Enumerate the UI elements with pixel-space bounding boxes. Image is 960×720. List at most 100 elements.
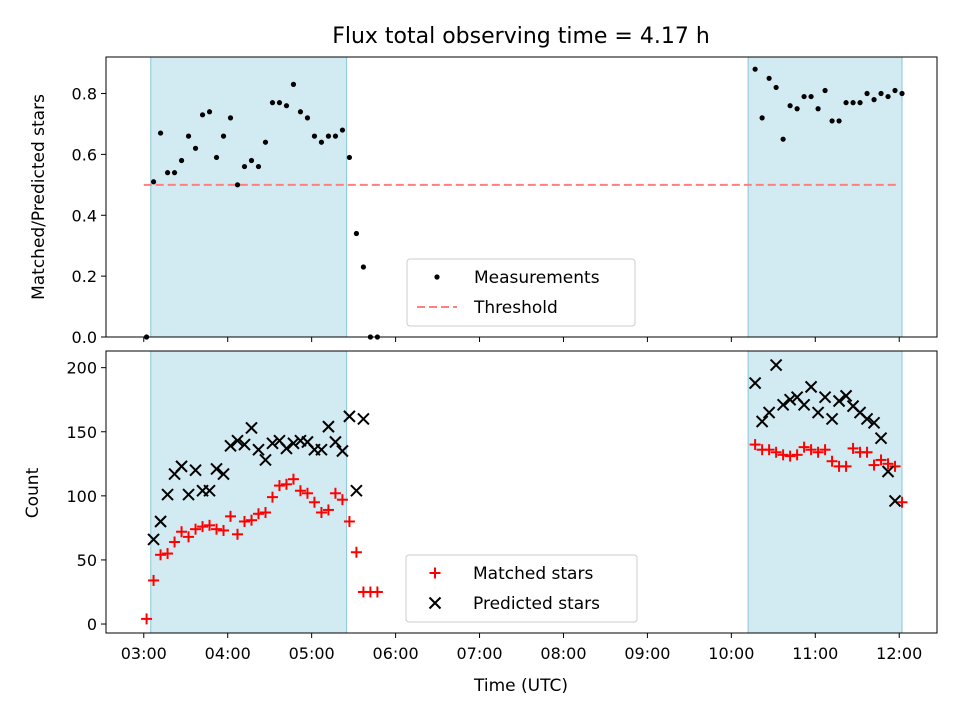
measurement-point [794,106,800,112]
x-tick-label: 05:00 [289,644,335,663]
measurement-point [787,103,793,109]
measurement-point [248,157,255,164]
predicted-star-point [343,410,356,423]
cross-stroke [147,533,160,546]
measurement-point [892,87,898,94]
y-tick-label: 0.4 [72,206,97,225]
cross-stroke [797,398,811,412]
top-y-ticks: 0.0 0.2 0.4 0.6 0.8 [72,85,106,347]
matched-star-point [812,446,824,458]
measurement-point [325,133,332,139]
predicted-star-point [245,421,258,435]
cross-stroke [182,488,195,501]
legend-box [405,554,638,623]
cross-stroke [832,394,846,408]
matched-star-point [350,546,362,558]
observing-window [150,56,348,338]
cross-stroke [343,410,356,423]
y-tick-label: 0.0 [72,328,97,347]
measurement-point [780,136,786,142]
predicted-star-point [182,488,195,501]
predicted-star-point [874,431,888,445]
matched-star-point [259,507,271,519]
cross-stroke [748,376,762,390]
legend-label-matched: Matched stars [473,564,593,584]
cross-stroke [867,416,881,429]
cross-stroke [874,431,888,445]
measurement-point [836,118,842,124]
measurement-point [843,100,849,106]
y-tick-label: 0.8 [72,85,97,104]
measurement-point [234,182,241,188]
measurement-point [871,97,877,103]
predicted-star-point [755,415,769,428]
matched-star-point [301,487,313,499]
cross-stroke [839,389,853,403]
cross-stroke [755,415,769,428]
predicted-star-point [329,435,342,449]
measurement-point [899,90,905,97]
legend-label-predicted: Predicted stars [473,594,600,614]
measurement-point [290,81,297,87]
x-tick-label: 08:00 [540,644,586,663]
y-tick-label: 0.2 [72,267,97,286]
measurement-point [885,93,891,100]
matched-star-point [882,458,894,470]
cross-stroke [357,412,370,426]
x-axis-label: Time (UTC) [473,676,568,696]
matched-star-point [847,442,859,454]
matched-star-point [169,536,181,548]
measurement-point [815,106,821,112]
cross-stroke [210,462,223,476]
measurement-point [801,93,807,100]
observing-window [150,350,348,634]
predicted-star-point [762,406,776,419]
measurement-point [822,87,828,94]
predicted-star-point [259,453,272,467]
predicted-star-point [147,533,160,546]
bottom-panel: 0 50 100 150 200 03:00 04:00 05:00 06:00 07:00 08… [23,350,938,696]
x-tick-label: 04:00 [205,644,251,663]
measurement-point [318,139,325,145]
matched-star-point [239,515,250,527]
matched-star-point [266,491,278,503]
cross-stroke [315,443,328,456]
bottom-x-ticks: 03:00 04:00 05:00 06:00 07:00 08:00 09:00 10:00… [121,633,922,663]
cross-stroke [783,393,797,406]
matched-star-point [287,473,299,485]
cross-stroke [322,420,335,433]
matched-star-point [896,496,908,508]
top-panel: 0.00.20.40.60.8 Matched/Predicted stars … [29,56,938,347]
predicted-star-point [867,416,881,429]
predicted-star-point [783,393,797,406]
chart-title: Flux total observing time = 4.17 h [332,24,710,49]
matched-star-point [315,507,327,519]
measurement-point [185,133,192,139]
predicted-star-point [888,494,902,508]
cross-stroke [888,494,902,508]
cross-stroke [154,515,167,528]
predicted-star-point [797,398,811,412]
predicted-star-point [881,465,895,478]
measurement-point [206,109,213,115]
x-tick-label: 07:00 [456,644,502,663]
predicted-star-point [154,515,167,528]
cross-stroke [287,437,300,450]
cross-stroke [811,406,825,419]
matched-star-point [155,549,167,561]
x-tick-label: 12:00 [876,644,922,663]
predicted-star-point [217,467,230,481]
matched-star-point [245,514,257,526]
measurement-point [255,163,262,170]
matched-star-point [798,441,810,453]
bottom-panel-frame [105,350,938,634]
measurement-point [150,179,157,185]
matched-star-point [371,586,383,598]
cross-stroke [238,438,251,451]
measurement-point [171,170,178,176]
matched-star-point [308,496,320,508]
matched-star-point [826,455,838,467]
predicted-star-point [357,412,370,426]
cross-stroke [818,390,832,404]
